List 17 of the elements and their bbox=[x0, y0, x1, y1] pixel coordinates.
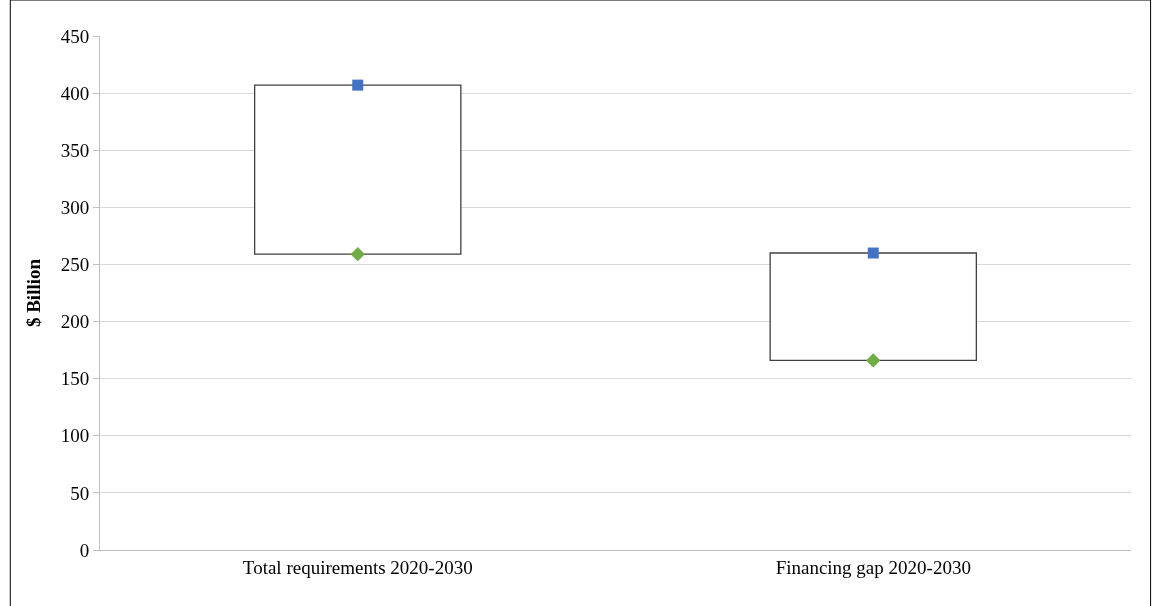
point bbox=[350, 247, 365, 262]
y-tick-label: 350 bbox=[60, 139, 90, 161]
y-tick-label: 150 bbox=[60, 368, 90, 390]
y-tick-label: 300 bbox=[60, 196, 90, 218]
y-tick-label: 200 bbox=[60, 311, 90, 333]
y-tick-label: 450 bbox=[60, 25, 90, 47]
point bbox=[866, 353, 881, 368]
y-tick-label: 400 bbox=[60, 82, 90, 104]
y-tick-label: 250 bbox=[60, 254, 90, 276]
x-tick-label: Financing gap 2020-2030 bbox=[775, 556, 971, 578]
x-tick-label: Total requirements 2020-2030 bbox=[242, 556, 473, 578]
y-tick-label: 100 bbox=[60, 425, 90, 447]
point bbox=[867, 247, 879, 259]
y-tick-label: 0 bbox=[79, 539, 90, 561]
y-tick-label: 50 bbox=[70, 482, 90, 504]
y-axis-title: $ Billion bbox=[22, 258, 44, 328]
point bbox=[352, 79, 364, 91]
